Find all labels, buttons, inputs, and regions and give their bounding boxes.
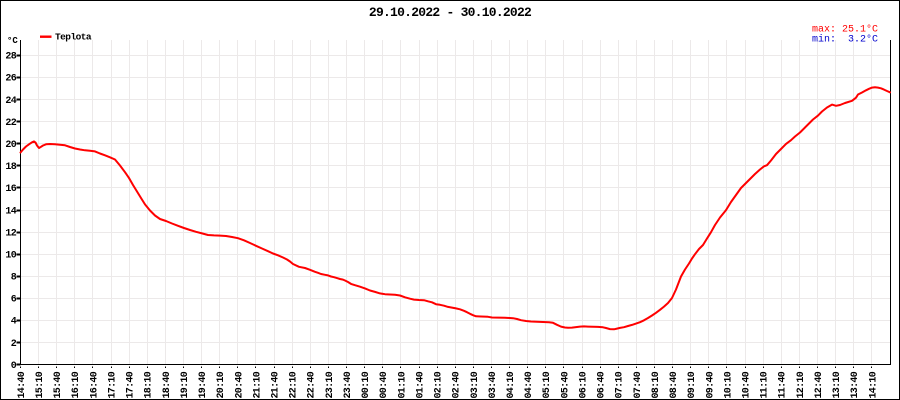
svg-text:6: 6 (11, 295, 17, 306)
svg-text:16: 16 (5, 184, 16, 195)
svg-text:28: 28 (5, 52, 16, 63)
svg-text:2: 2 (11, 339, 17, 350)
svg-text:07:40: 07:40 (633, 371, 644, 398)
svg-text:04:40: 04:40 (524, 371, 535, 398)
svg-text:18:10: 18:10 (144, 371, 155, 398)
svg-text:03:40: 03:40 (488, 371, 499, 398)
svg-text:22:10: 22:10 (289, 371, 300, 398)
svg-text:02:40: 02:40 (452, 371, 463, 398)
svg-text:10:10: 10:10 (723, 371, 734, 398)
svg-text:12: 12 (5, 228, 16, 239)
svg-text:24: 24 (5, 96, 16, 107)
svg-text:20:40: 20:40 (234, 371, 245, 398)
svg-text:19:10: 19:10 (180, 371, 191, 398)
svg-text:26: 26 (5, 74, 16, 85)
svg-text:12:40: 12:40 (814, 371, 825, 398)
svg-text:18: 18 (5, 162, 16, 173)
svg-text:01:10: 01:10 (397, 371, 408, 398)
svg-text:00:10: 00:10 (361, 371, 372, 398)
svg-text:06:10: 06:10 (579, 371, 590, 398)
svg-text:05:10: 05:10 (542, 371, 553, 398)
svg-text:22: 22 (5, 118, 16, 129)
svg-text:29.10.2022 - 30.10.2022: 29.10.2022 - 30.10.2022 (369, 5, 532, 20)
svg-text:17:10: 17:10 (108, 371, 119, 398)
svg-text:15:40: 15:40 (53, 371, 64, 398)
svg-text:23:40: 23:40 (343, 371, 354, 398)
svg-text:02:10: 02:10 (434, 371, 445, 398)
svg-text:20:10: 20:10 (216, 371, 227, 398)
svg-text:Teplota: Teplota (55, 32, 92, 43)
svg-text:16:40: 16:40 (89, 371, 100, 398)
svg-text:12:10: 12:10 (796, 371, 807, 398)
svg-text:07:10: 07:10 (615, 371, 626, 398)
svg-text:14:40: 14:40 (17, 371, 28, 398)
svg-text:21:10: 21:10 (252, 371, 263, 398)
svg-text:15:10: 15:10 (35, 371, 46, 398)
svg-text:0: 0 (11, 361, 17, 372)
svg-text:08:40: 08:40 (669, 371, 680, 398)
svg-text:00:40: 00:40 (379, 371, 390, 398)
svg-text:06:40: 06:40 (597, 371, 608, 398)
svg-text:10:40: 10:40 (742, 371, 753, 398)
svg-text:01:40: 01:40 (415, 371, 426, 398)
svg-text:16:10: 16:10 (71, 371, 82, 398)
svg-text:09:10: 09:10 (687, 371, 698, 398)
svg-text:max: 25.1°C: max: 25.1°C (812, 23, 878, 35)
svg-text:8: 8 (11, 273, 17, 284)
svg-text:04:10: 04:10 (506, 371, 517, 398)
svg-text:13:40: 13:40 (850, 371, 861, 398)
svg-text:4: 4 (11, 317, 17, 328)
svg-text:19:40: 19:40 (198, 371, 209, 398)
svg-text:11:40: 11:40 (778, 371, 789, 398)
svg-text:09:40: 09:40 (705, 371, 716, 398)
svg-text:10: 10 (5, 250, 16, 261)
svg-text:14: 14 (5, 206, 16, 217)
svg-text:23:10: 23:10 (325, 371, 336, 398)
svg-text:05:40: 05:40 (560, 371, 571, 398)
svg-text:18:40: 18:40 (162, 371, 173, 398)
svg-text:20: 20 (5, 140, 16, 151)
svg-text:°C: °C (7, 36, 18, 46)
svg-text:11:10: 11:10 (760, 371, 771, 398)
svg-text:08:10: 08:10 (651, 371, 662, 398)
svg-text:22:40: 22:40 (307, 371, 318, 398)
svg-text:03:10: 03:10 (470, 371, 481, 398)
svg-text:17:40: 17:40 (126, 371, 137, 398)
svg-text:21:40: 21:40 (271, 371, 282, 398)
svg-text:14:10: 14:10 (868, 371, 879, 398)
svg-text:13:10: 13:10 (832, 371, 843, 398)
svg-text:min: 3.2°C: min: 3.2°C (812, 33, 878, 45)
